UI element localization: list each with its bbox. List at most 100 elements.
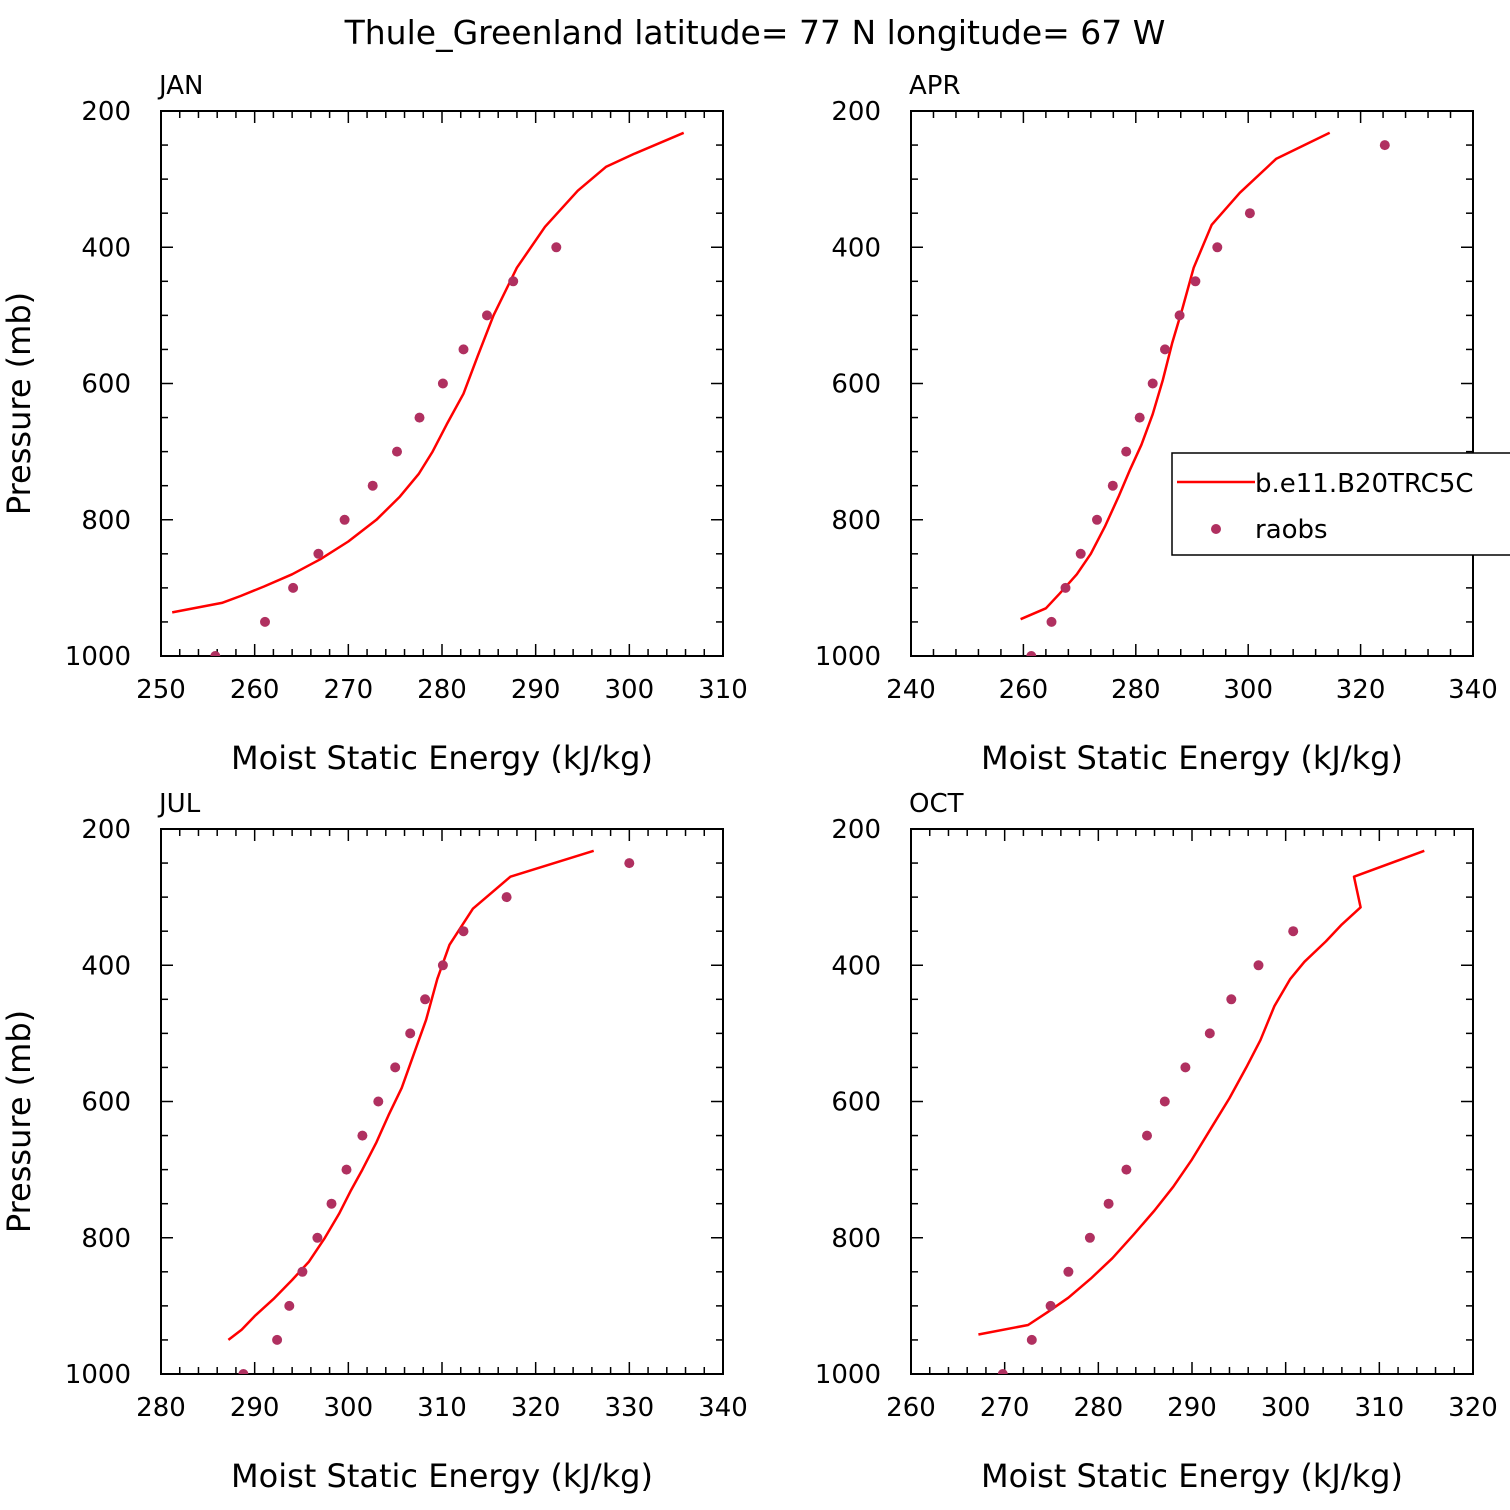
raobs-point xyxy=(313,548,324,559)
x-tick-label: 280 xyxy=(1074,1393,1124,1423)
y-tick-label: 200 xyxy=(81,97,131,127)
x-tick-label: 270 xyxy=(324,675,374,705)
panel-apr: 240 260 280 300 320 340 200 400 600 800 1000 APR Moi… xyxy=(815,71,1498,777)
raobs-point xyxy=(1174,310,1185,321)
raobs-point xyxy=(1226,994,1237,1005)
raobs-point xyxy=(1107,480,1118,491)
y-axis-label: Pressure (mb) xyxy=(0,292,38,515)
raobs-point xyxy=(458,926,469,937)
y-tick-label: 1000 xyxy=(815,642,881,672)
plot-area xyxy=(978,849,1425,1374)
y-tick-label: 200 xyxy=(831,815,881,845)
raobs-point xyxy=(1092,514,1102,525)
x-tick-label: 290 xyxy=(1167,1393,1217,1423)
panel-jul: 280 290 300 310 320 330 340 200 400 600 800 1000 JUL… xyxy=(0,789,748,1495)
x-tick-label: 280 xyxy=(417,675,467,705)
raobs-point xyxy=(1103,1198,1114,1209)
x-tick-label: 240 xyxy=(886,675,936,705)
x-tick-label: 310 xyxy=(417,1393,467,1423)
raobs-point xyxy=(1288,926,1299,937)
y-tick-label: 600 xyxy=(81,1088,131,1118)
raobs-point xyxy=(1026,1334,1037,1345)
model-line xyxy=(1020,131,1331,621)
y-tick-label: 400 xyxy=(831,951,881,981)
raobs-point xyxy=(1160,344,1170,355)
legend-label-model: b.e11.B20TRC5C xyxy=(1255,469,1474,499)
plot-area xyxy=(171,131,685,656)
raobs-point xyxy=(1204,1028,1215,1039)
plot-frame xyxy=(910,828,1474,1375)
raobs-point xyxy=(458,344,469,355)
raobs-point xyxy=(1147,378,1158,389)
panel-title: OCT xyxy=(909,789,964,819)
x-tick-label: 300 xyxy=(1261,1393,1311,1423)
raobs-point xyxy=(357,1130,368,1141)
x-tick-label: 250 xyxy=(136,675,186,705)
y-tick-label: 800 xyxy=(81,506,131,536)
raobs-point xyxy=(501,892,512,903)
x-tick-label: 300 xyxy=(1223,675,1273,705)
y-tick-label: 400 xyxy=(81,951,131,981)
raobs-point xyxy=(312,1232,323,1243)
x-tick-label: 310 xyxy=(1355,1393,1405,1423)
raobs-point xyxy=(1045,1300,1056,1311)
model-line xyxy=(171,131,685,614)
x-tick-label: 290 xyxy=(511,675,561,705)
legend-marker-swatch xyxy=(1211,524,1221,534)
raobs-point xyxy=(420,994,431,1005)
raobs-point xyxy=(482,310,492,321)
raobs-point xyxy=(1121,1164,1132,1175)
raobs-point xyxy=(1212,242,1223,253)
x-tick-label: 260 xyxy=(230,675,280,705)
y-tick-label: 600 xyxy=(831,1088,881,1118)
y-tick-label: 1000 xyxy=(815,1360,881,1390)
raobs-point xyxy=(1190,276,1201,287)
raobs-point xyxy=(1075,548,1086,559)
plot-area xyxy=(1020,131,1390,656)
x-tick-label: 300 xyxy=(605,675,655,705)
raobs-point xyxy=(1253,960,1264,971)
raobs-point xyxy=(339,514,350,525)
y-tick-label: 200 xyxy=(831,97,881,127)
raobs-point xyxy=(1084,1232,1095,1243)
raobs-point xyxy=(1046,616,1057,627)
legend: b.e11.B20TRC5C raobs xyxy=(1171,452,1510,556)
x-axis-label: Moist Static Energy (kJ/kg) xyxy=(981,739,1403,777)
x-tick-label: 310 xyxy=(698,675,748,705)
plot-frame xyxy=(910,110,1474,657)
raobs-point xyxy=(437,960,448,971)
raobs-point xyxy=(341,1164,352,1175)
raobs-point xyxy=(326,1198,337,1209)
y-tick-label: 400 xyxy=(81,233,131,263)
raobs-point xyxy=(437,378,448,389)
plot-frame xyxy=(160,828,724,1375)
raobs-point xyxy=(1121,446,1132,457)
y-tick-label: 600 xyxy=(81,370,131,400)
figure-title: Thule_Greenland latitude= 77 N longitude… xyxy=(344,13,1166,52)
y-tick-label: 200 xyxy=(81,815,131,845)
panel-title: JAN xyxy=(157,71,203,101)
x-tick-label: 280 xyxy=(1111,675,1161,705)
model-line xyxy=(978,849,1425,1336)
x-axis-label: Moist Static Energy (kJ/kg) xyxy=(981,1457,1403,1495)
y-tick-label: 400 xyxy=(831,233,881,263)
y-axis-label: Pressure (mb) xyxy=(0,1010,38,1233)
raobs-point xyxy=(1379,140,1390,151)
raobs-point xyxy=(1060,582,1071,593)
x-axis-label: Moist Static Energy (kJ/kg) xyxy=(231,1457,653,1495)
raobs-point xyxy=(1180,1062,1191,1073)
x-tick-label: 330 xyxy=(605,1393,655,1423)
model-line xyxy=(227,849,595,1341)
y-tick-label: 1000 xyxy=(65,642,131,672)
raobs-point xyxy=(373,1096,384,1107)
raobs-point xyxy=(390,1062,401,1073)
panel-title: APR xyxy=(909,71,961,101)
raobs-point xyxy=(1142,1130,1152,1141)
raobs-point xyxy=(405,1028,416,1039)
y-tick-label: 800 xyxy=(831,506,881,536)
raobs-point xyxy=(997,1369,1008,1374)
y-tick-label: 1000 xyxy=(65,1360,131,1390)
x-tick-label: 320 xyxy=(1448,1393,1498,1423)
plot-area xyxy=(227,849,635,1374)
